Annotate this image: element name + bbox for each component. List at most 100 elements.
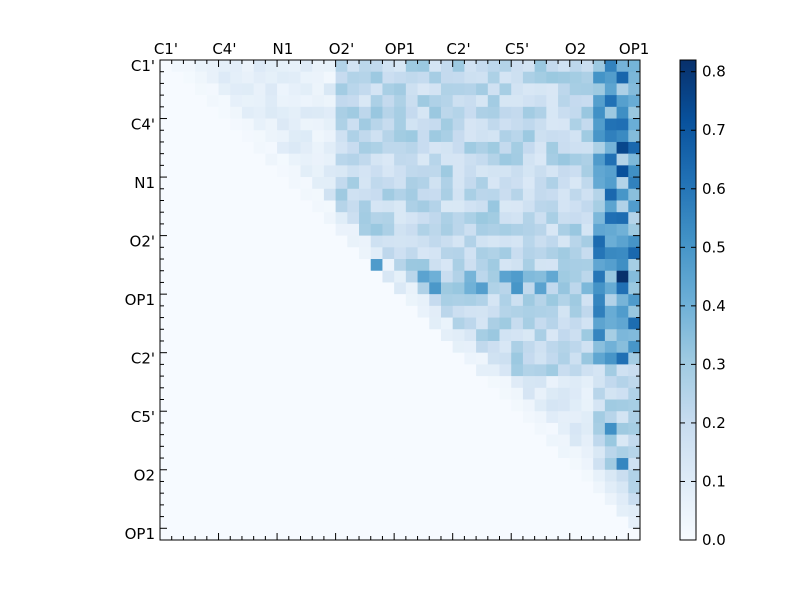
heatmap-cell: [394, 83, 407, 96]
heatmap-cell: [616, 422, 629, 436]
heatmap-cell: [382, 317, 395, 330]
heatmap-cell: [487, 60, 500, 73]
heatmap-cell: [558, 118, 571, 131]
heatmap-cell: [604, 83, 617, 96]
heatmap-cell: [394, 434, 407, 447]
heatmap-cell: [171, 223, 184, 237]
heatmap-cell: [569, 422, 582, 436]
heatmap-cell: [487, 212, 500, 225]
heatmap-cell: [558, 212, 571, 225]
heatmap-cell: [288, 317, 301, 330]
heatmap-cell: [440, 153, 454, 166]
heatmap-cell: [581, 504, 594, 517]
heatmap-cell: [569, 317, 582, 330]
heatmap-cell: [616, 481, 629, 494]
heatmap-cell: [394, 422, 407, 436]
heatmap-cell: [464, 305, 477, 318]
heatmap-cell: [440, 469, 454, 482]
heatmap-cell: [206, 130, 219, 143]
heatmap-cell: [476, 528, 489, 541]
heatmap-cell: [440, 411, 454, 424]
heatmap-cell: [241, 481, 255, 494]
heatmap-cell: [558, 200, 571, 213]
heatmap-cell: [440, 446, 454, 459]
heatmap-cell: [230, 60, 243, 73]
heatmap-cell: [312, 305, 325, 318]
heatmap-cell: [335, 469, 348, 482]
heatmap-cell: [511, 399, 524, 412]
heatmap-cell: [359, 387, 372, 400]
heatmap-cell: [476, 118, 489, 131]
heatmap-cell: [171, 259, 184, 272]
heatmap-cell: [464, 235, 477, 248]
heatmap-cell: [288, 83, 301, 96]
heatmap-cell: [581, 212, 594, 225]
heatmap-cell: [628, 153, 641, 166]
heatmap-cell: [511, 434, 524, 447]
heatmap-cell: [288, 481, 301, 494]
heatmap-cell: [499, 60, 512, 73]
heatmap-cell: [394, 247, 407, 260]
heatmap-cell: [288, 352, 301, 365]
heatmap-cell: [440, 270, 454, 283]
heatmap-cell: [405, 165, 418, 178]
heatmap-cell: [253, 481, 266, 494]
heatmap-cell: [160, 387, 173, 400]
heatmap-cell: [312, 364, 325, 377]
heatmap-cell: [558, 481, 571, 494]
heatmap-cell: [335, 71, 348, 84]
heatmap-cell: [546, 200, 559, 213]
heatmap-cell: [499, 411, 512, 424]
heatmap-cell: [558, 422, 571, 436]
heatmap-cell: [487, 422, 500, 436]
heatmap-cell: [604, 340, 617, 354]
heatmap-cell: [265, 259, 278, 272]
heatmap-cell: [230, 516, 243, 529]
heatmap-cell: [581, 411, 594, 424]
heatmap-cell: [265, 516, 278, 529]
heatmap-cell: [616, 446, 629, 459]
heatmap-cell: [323, 223, 337, 237]
heatmap-cell: [359, 469, 372, 482]
heatmap-cell: [241, 317, 255, 330]
heatmap-cell: [382, 411, 395, 424]
heatmap-cell: [265, 60, 278, 73]
heatmap-cell: [183, 329, 196, 342]
heatmap-cell: [277, 469, 290, 482]
heatmap-cell: [440, 200, 454, 213]
heatmap-cell: [558, 376, 571, 389]
heatmap-cell: [593, 165, 606, 178]
heatmap-cell: [230, 247, 243, 260]
colorbar-tick-label: 0.3: [702, 355, 726, 373]
heatmap-cell: [499, 259, 512, 272]
heatmap-cell: [288, 200, 301, 213]
heatmap-cell: [534, 106, 547, 119]
heatmap-cell: [335, 422, 348, 436]
heatmap-cell: [394, 317, 407, 330]
heatmap-cell: [312, 504, 325, 517]
heatmap-cell: [581, 481, 594, 494]
heatmap-cell: [241, 364, 255, 377]
heatmap-cell: [593, 305, 606, 318]
heatmap-cell: [452, 282, 465, 295]
heatmap-cell: [405, 223, 418, 237]
heatmap-cell: [335, 434, 348, 447]
heatmap-cell: [569, 481, 582, 494]
heatmap-cell: [499, 223, 512, 237]
heatmap-cell: [277, 305, 290, 318]
heatmap-cell: [277, 141, 290, 155]
heatmap-cell: [288, 446, 301, 459]
heatmap-cell: [487, 446, 500, 459]
heatmap-cell: [288, 153, 301, 166]
heatmap-cell: [171, 516, 184, 529]
heatmap-cell: [546, 282, 559, 295]
heatmap-cell: [277, 130, 290, 143]
heatmap-cell: [499, 493, 512, 506]
heatmap-cell: [522, 329, 536, 342]
heatmap-cell: [593, 434, 606, 447]
heatmap-cell: [241, 60, 255, 73]
heatmap-cell: [171, 329, 184, 342]
heatmap-cell: [253, 352, 266, 365]
heatmap-cell: [288, 259, 301, 272]
y-tick-label: C2': [131, 350, 155, 368]
